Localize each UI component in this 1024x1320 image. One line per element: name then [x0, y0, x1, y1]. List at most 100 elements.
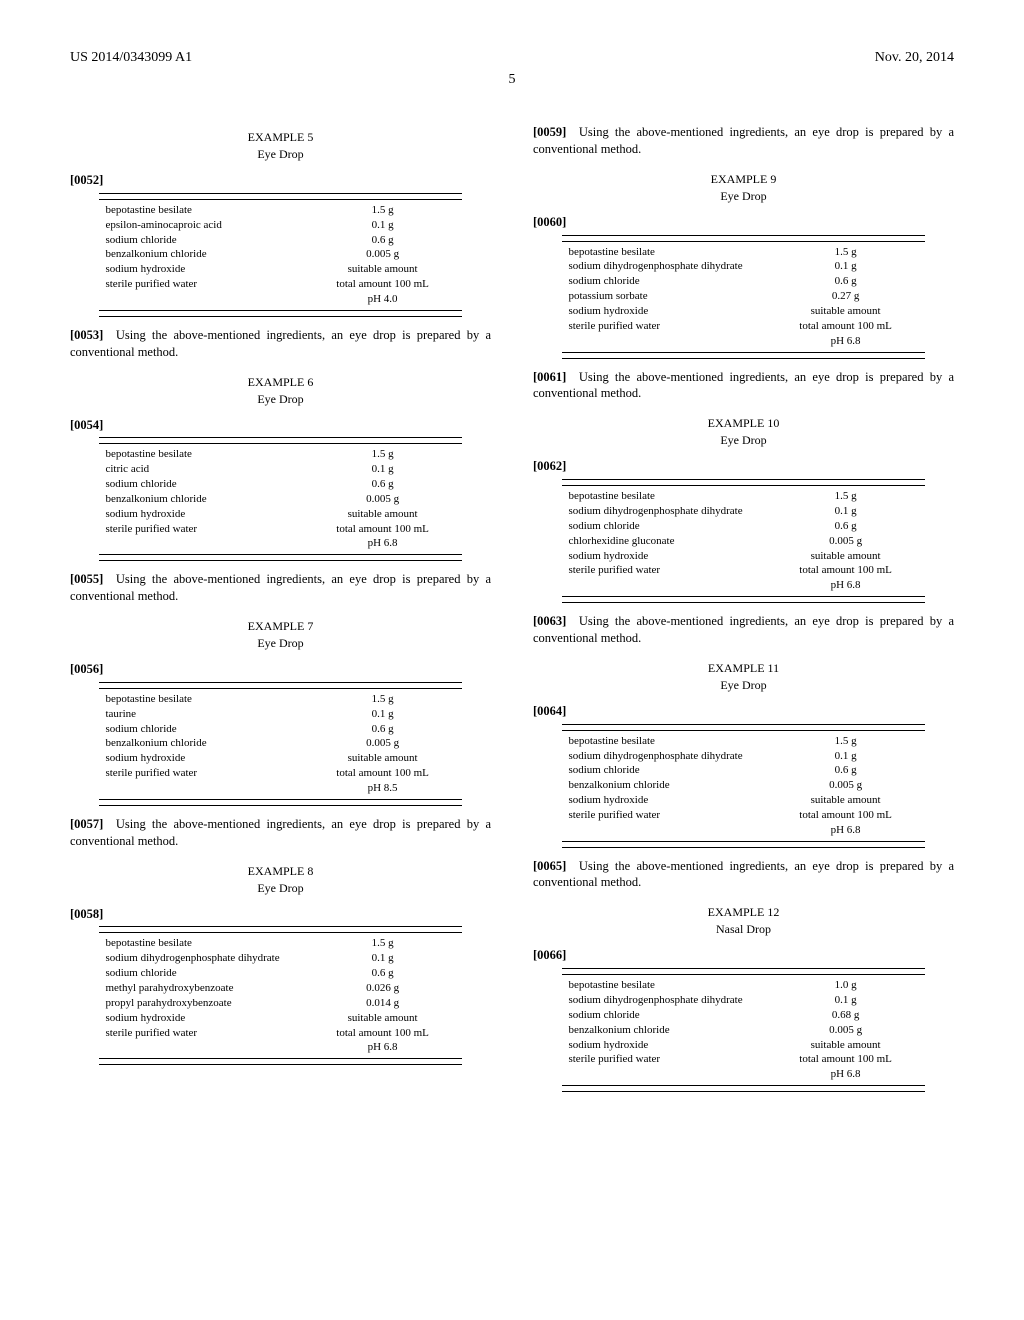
ingredient-name	[99, 1040, 309, 1055]
ingredient-row: pH 6.8	[562, 334, 924, 349]
ingredient-amount: 0.026 g	[310, 981, 462, 996]
ingredient-amount: total amount 100 mL	[310, 1026, 462, 1041]
ingredient-row: sterile purified watertotal amount 100 m…	[99, 522, 461, 537]
ingredient-row: sodium chloride0.6 g	[562, 519, 924, 534]
ingredient-table: bepotastine besilate1.5 gsodium dihydrog…	[562, 235, 924, 359]
ingredient-amount: total amount 100 mL	[773, 1052, 925, 1067]
paragraph-number: [0060]	[533, 214, 954, 231]
ingredient-amount: suitable amount	[773, 1038, 925, 1053]
ingredient-amount: 0.1 g	[310, 951, 462, 966]
ingredient-amount: 1.5 g	[773, 489, 925, 504]
ingredient-amount: 0.1 g	[310, 218, 462, 233]
example-heading: EXAMPLE 12	[533, 905, 954, 920]
ingredient-name: sodium dihydrogenphosphate dihydrate	[99, 951, 309, 966]
example-heading: EXAMPLE 5	[70, 130, 491, 145]
ingredient-amount: 0.6 g	[310, 966, 462, 981]
ingredient-name: sodium chloride	[562, 1008, 772, 1023]
ingredient-amount: 0.6 g	[773, 763, 925, 778]
preparation-paragraph: [0065] Using the above-mentioned ingredi…	[533, 858, 954, 892]
ingredient-name: sodium dihydrogenphosphate dihydrate	[562, 504, 772, 519]
ingredient-name: sterile purified water	[99, 766, 309, 781]
ingredient-name: sterile purified water	[99, 522, 309, 537]
ingredient-name: sodium hydroxide	[99, 507, 309, 522]
ingredient-amount: pH 6.8	[773, 578, 925, 593]
ingredient-amount: total amount 100 mL	[310, 522, 462, 537]
ingredient-row: bepotastine besilate1.5 g	[99, 692, 461, 707]
ingredient-name: sterile purified water	[562, 563, 772, 578]
ingredient-name: sodium dihydrogenphosphate dihydrate	[562, 749, 772, 764]
example-heading: EXAMPLE 9	[533, 172, 954, 187]
ingredient-name: bepotastine besilate	[562, 734, 772, 749]
ingredient-amount: suitable amount	[310, 262, 462, 277]
ingredient-row: sodium chloride0.6 g	[99, 722, 461, 737]
ingredient-name: sterile purified water	[562, 808, 772, 823]
ingredient-table: bepotastine besilate1.0 gsodium dihydrog…	[562, 968, 924, 1092]
ingredient-name: sodium hydroxide	[99, 751, 309, 766]
ingredient-row: benzalkonium chloride0.005 g	[562, 778, 924, 793]
paragraph-number: [0066]	[533, 947, 954, 964]
paragraph-number: [0058]	[70, 906, 491, 923]
paragraph-number: [0054]	[70, 417, 491, 434]
ingredient-amount: pH 8.5	[310, 781, 462, 796]
ingredient-name: propyl parahydroxybenzoate	[99, 996, 309, 1011]
ingredient-amount: total amount 100 mL	[310, 277, 462, 292]
ingredient-row: bepotastine besilate1.5 g	[562, 489, 924, 504]
ingredient-amount: pH 6.8	[773, 823, 925, 838]
ingredient-name: bepotastine besilate	[99, 692, 309, 707]
ingredient-name: sterile purified water	[562, 1052, 772, 1067]
page-header: US 2014/0343099 A1 Nov. 20, 2014	[70, 50, 954, 66]
pub-number: US 2014/0343099 A1	[70, 50, 192, 66]
ingredient-row: benzalkonium chloride0.005 g	[99, 736, 461, 751]
ingredient-row: citric acid0.1 g	[99, 462, 461, 477]
ingredient-row: sterile purified watertotal amount 100 m…	[562, 319, 924, 334]
ingredient-row: bepotastine besilate1.5 g	[562, 734, 924, 749]
ingredient-amount: total amount 100 mL	[773, 319, 925, 334]
ingredient-amount: 1.5 g	[773, 734, 925, 749]
ingredient-row: sodium hydroxidesuitable amount	[562, 549, 924, 564]
ingredient-row: sodium dihydrogenphosphate dihydrate0.1 …	[562, 993, 924, 1008]
ingredient-name	[562, 823, 772, 838]
ingredient-amount: 0.005 g	[773, 778, 925, 793]
ingredient-name: sterile purified water	[99, 1026, 309, 1041]
ingredient-amount: 0.6 g	[773, 274, 925, 289]
ingredient-amount: total amount 100 mL	[773, 808, 925, 823]
example-heading: EXAMPLE 7	[70, 619, 491, 634]
ingredient-amount: 0.1 g	[773, 993, 925, 1008]
ingredient-name: sodium hydroxide	[562, 304, 772, 319]
ingredient-name: bepotastine besilate	[562, 489, 772, 504]
ingredient-name: epsilon-aminocaproic acid	[99, 218, 309, 233]
ingredient-name: taurine	[99, 707, 309, 722]
paragraph-number: [0052]	[70, 172, 491, 189]
ingredient-name	[562, 334, 772, 349]
ingredient-name: benzalkonium chloride	[562, 1023, 772, 1038]
ingredient-row: sodium dihydrogenphosphate dihydrate0.1 …	[562, 749, 924, 764]
ingredient-row: sodium chloride0.6 g	[562, 274, 924, 289]
ingredient-row: sodium dihydrogenphosphate dihydrate0.1 …	[99, 951, 461, 966]
ingredient-amount: total amount 100 mL	[310, 766, 462, 781]
ingredient-row: sodium dihydrogenphosphate dihydrate0.1 …	[562, 259, 924, 274]
preparation-paragraph: [0061] Using the above-mentioned ingredi…	[533, 369, 954, 403]
ingredient-table: bepotastine besilate1.5 gsodium dihydrog…	[99, 926, 461, 1065]
ingredient-amount: 1.5 g	[773, 245, 925, 260]
ingredient-row: pH 4.0	[99, 292, 461, 307]
ingredient-amount: 0.005 g	[310, 247, 462, 262]
ingredient-amount: 1.5 g	[310, 203, 462, 218]
ingredient-row: pH 8.5	[99, 781, 461, 796]
ingredient-row: sodium chloride0.6 g	[99, 966, 461, 981]
example-heading: EXAMPLE 11	[533, 661, 954, 676]
ingredient-name: benzalkonium chloride	[99, 492, 309, 507]
ingredient-amount: total amount 100 mL	[773, 563, 925, 578]
ingredient-table: bepotastine besilate1.5 gepsilon-aminoca…	[99, 193, 461, 317]
preparation-paragraph: [0063] Using the above-mentioned ingredi…	[533, 613, 954, 647]
preparation-paragraph: [0059] Using the above-mentioned ingredi…	[533, 124, 954, 158]
ingredient-amount: 0.1 g	[773, 504, 925, 519]
ingredient-row: sodium hydroxidesuitable amount	[99, 751, 461, 766]
ingredient-row: sodium chloride0.6 g	[99, 477, 461, 492]
page-number: 5	[70, 72, 954, 88]
ingredient-amount: 0.68 g	[773, 1008, 925, 1023]
ingredient-name: sodium chloride	[99, 722, 309, 737]
ingredient-name: sodium dihydrogenphosphate dihydrate	[562, 993, 772, 1008]
ingredient-table: bepotastine besilate1.5 gsodium dihydrog…	[562, 479, 924, 603]
ingredient-amount: pH 6.8	[773, 1067, 925, 1082]
ingredient-row: sterile purified watertotal amount 100 m…	[99, 766, 461, 781]
